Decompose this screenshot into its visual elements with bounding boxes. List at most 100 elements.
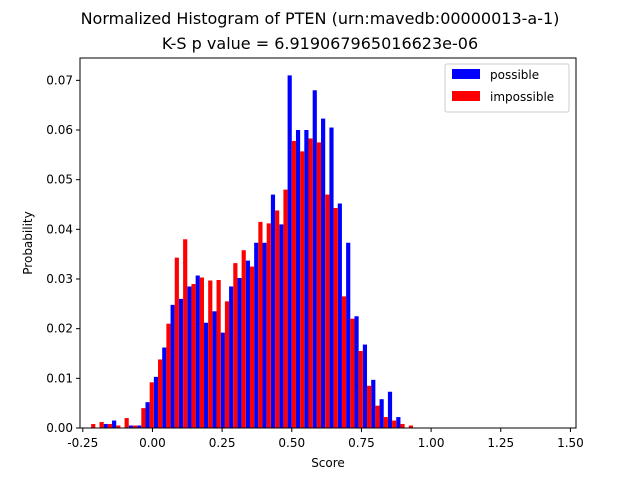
bar-possible-34 <box>371 379 376 428</box>
bar-impossible-10 <box>174 257 179 428</box>
bar-possible-33 <box>362 344 368 428</box>
bar-impossible-8 <box>158 359 163 428</box>
bar-impossible-15 <box>216 280 221 428</box>
x-tick-label: -0.25 <box>67 436 98 450</box>
y-tick-label: 0.05 <box>46 173 73 187</box>
plot-frame <box>79 57 577 429</box>
bar-possible-6 <box>137 425 142 428</box>
bar-impossible-36 <box>392 420 397 428</box>
bar-possible-12 <box>187 286 192 428</box>
bar-impossible-30 <box>341 296 347 428</box>
bar-possible-16 <box>220 332 225 428</box>
bar-possible-7 <box>145 402 150 428</box>
x-tick-label: 1.50 <box>557 436 584 450</box>
bar-impossible-0 <box>91 424 96 428</box>
bar-possible-3 <box>112 420 117 428</box>
bar-possible-28 <box>321 118 326 428</box>
legend-label-possible: possible <box>490 68 539 82</box>
bar-impossible-26 <box>308 138 313 428</box>
bar-possible-24 <box>287 75 292 428</box>
x-tick-label: 0.75 <box>348 436 375 450</box>
bar-possible-26 <box>304 130 309 428</box>
x-tick-label: 1.25 <box>487 436 514 450</box>
y-tick-label: 0.03 <box>46 272 73 286</box>
bar-impossible-25 <box>300 151 305 428</box>
bar-possible-20 <box>254 242 259 428</box>
bar-possible-17 <box>229 286 234 428</box>
chart-title: Normalized Histogram of PTEN (urn:mavedb… <box>81 9 560 28</box>
bar-possible-23 <box>279 224 284 428</box>
bar-possible-13 <box>195 275 200 428</box>
bar-possible-22 <box>270 194 276 428</box>
bar-possible-36 <box>387 391 393 428</box>
y-axis-label: Probability <box>21 211 35 274</box>
bar-possible-32 <box>354 316 359 428</box>
bar-impossible-38 <box>408 425 413 428</box>
x-tick-label: 0.00 <box>139 436 166 450</box>
x-axis-label: Score <box>311 456 345 470</box>
bar-impossible-33 <box>367 385 372 428</box>
bar-possible-25 <box>295 130 301 428</box>
bar-impossible-7 <box>149 382 154 428</box>
bar-possible-5 <box>128 425 133 428</box>
y-tick-label: 0.07 <box>46 73 73 87</box>
bar-possible-35 <box>379 399 384 428</box>
bar-possible-8 <box>153 376 159 428</box>
bar-possible-19 <box>245 260 250 428</box>
bar-impossible-14 <box>208 280 213 428</box>
legend-swatch-impossible <box>452 91 480 101</box>
y-tick-label: 0.04 <box>46 222 73 236</box>
bar-impossible-6 <box>141 408 146 428</box>
bars-group <box>91 75 413 428</box>
bar-impossible-18 <box>241 250 246 428</box>
bar-impossible-1 <box>99 422 104 428</box>
y-tick-label: 0.06 <box>46 123 73 137</box>
chart-subtitle: K-S p value = 6.919067965016623e-06 <box>162 34 478 53</box>
bar-impossible-32 <box>358 351 363 428</box>
bar-possible-11 <box>178 298 184 428</box>
x-tick-label: 0.50 <box>278 436 305 450</box>
bar-impossible-5 <box>132 425 138 428</box>
bar-impossible-21 <box>266 223 271 428</box>
x-tick-label: 1.00 <box>418 436 445 450</box>
bar-impossible-9 <box>166 323 171 428</box>
bar-possible-31 <box>346 242 351 428</box>
bar-impossible-20 <box>258 221 263 428</box>
y-tick-label: 0.01 <box>46 371 73 385</box>
y-tick-label: 0.00 <box>46 421 73 435</box>
x-axis-ticks: -0.25 0.00 0.25 0.50 0.75 1.00 1.25 1.50 <box>67 428 584 450</box>
legend-label-impossible: impossible <box>490 90 554 104</box>
bar-impossible-2 <box>107 424 113 428</box>
bar-possible-21 <box>262 242 267 428</box>
bar-impossible-4 <box>124 418 129 428</box>
bar-impossible-29 <box>333 207 338 428</box>
y-axis-ticks: 0.00 0.01 0.02 0.03 0.04 0.05 0.06 0.07 <box>46 73 80 435</box>
bar-impossible-17 <box>233 263 238 428</box>
bar-possible-15 <box>212 311 217 428</box>
legend-swatch-possible <box>452 69 480 79</box>
bar-impossible-12 <box>191 283 196 428</box>
bar-possible-18 <box>237 278 242 428</box>
bar-impossible-13 <box>199 277 204 428</box>
x-tick-label: 0.25 <box>209 436 236 450</box>
bar-impossible-23 <box>283 189 288 428</box>
bar-impossible-31 <box>350 318 355 428</box>
bar-impossible-27 <box>316 142 322 428</box>
bar-impossible-35 <box>383 417 388 428</box>
bar-impossible-34 <box>375 405 380 428</box>
bar-impossible-28 <box>325 194 330 428</box>
bar-impossible-16 <box>224 301 230 428</box>
y-tick-label: 0.02 <box>46 322 73 336</box>
bar-impossible-24 <box>291 140 296 428</box>
bar-impossible-37 <box>400 424 405 428</box>
bar-possible-10 <box>170 304 175 428</box>
bar-impossible-11 <box>183 239 188 428</box>
bar-impossible-22 <box>275 210 280 428</box>
bar-possible-27 <box>312 90 317 428</box>
bar-possible-30 <box>337 203 342 428</box>
bar-impossible-19 <box>249 266 255 428</box>
bar-possible-37 <box>396 417 401 428</box>
bar-possible-9 <box>162 347 167 428</box>
bar-possible-14 <box>204 322 209 428</box>
